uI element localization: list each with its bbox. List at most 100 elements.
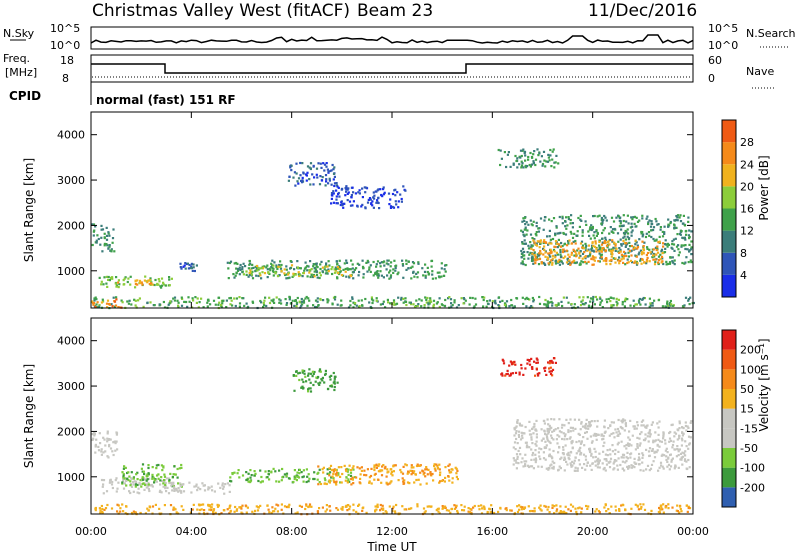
data-cell [323, 169, 326, 172]
data-cell [571, 236, 575, 239]
data-cell [634, 303, 637, 306]
data-cell [664, 442, 667, 445]
data-cell [139, 511, 142, 515]
data-cell [552, 217, 556, 220]
data-cell [591, 462, 594, 465]
data-cell [587, 244, 591, 247]
data-cell [688, 250, 691, 253]
data-cell [389, 206, 393, 209]
data-cell [538, 447, 541, 450]
data-cell [528, 429, 531, 432]
data-cell [556, 253, 559, 256]
data-cell [196, 489, 199, 492]
data-cell [574, 456, 577, 459]
data-cell [305, 503, 308, 506]
data-cell [364, 191, 367, 194]
data-cell [278, 274, 281, 277]
data-cell [618, 219, 621, 222]
data-cell [141, 470, 144, 473]
data-cell [310, 273, 313, 277]
data-cell [121, 471, 124, 474]
data-cell [624, 245, 627, 248]
data-cell [109, 249, 112, 252]
data-cell [605, 458, 608, 461]
data-cell [395, 503, 398, 507]
data-cell [427, 303, 430, 306]
data-cell [522, 302, 525, 305]
data-cell [580, 441, 583, 444]
data-cell [251, 510, 254, 513]
data-cell [529, 241, 532, 244]
data-cell [190, 265, 193, 268]
data-cell [332, 192, 335, 195]
data-cell [662, 431, 665, 434]
data-cell [214, 511, 217, 514]
data-cell [296, 180, 299, 183]
data-cell [544, 366, 547, 369]
data-cell [534, 158, 538, 161]
data-cell [617, 215, 620, 218]
data-cell [324, 373, 327, 376]
data-cell [561, 222, 564, 225]
data-cell [294, 299, 297, 302]
data-cell [621, 303, 624, 306]
data-cell [94, 305, 97, 309]
data-cell [362, 506, 365, 509]
data-cell [558, 445, 561, 449]
data-cell [601, 462, 604, 465]
data-cell [520, 249, 523, 253]
data-cell [520, 160, 523, 163]
data-cell [642, 233, 645, 236]
data-cell [552, 438, 555, 441]
data-cell [482, 505, 485, 508]
data-cell [586, 437, 589, 440]
data-cell [579, 218, 582, 221]
data-cell [375, 466, 378, 469]
data-cell [531, 252, 534, 255]
data-cell [508, 305, 511, 308]
data-cell [682, 427, 685, 430]
data-cell [393, 259, 396, 262]
data-cell [330, 385, 334, 388]
data-cell [657, 261, 660, 264]
data-cell [574, 239, 577, 243]
data-cell [518, 373, 521, 376]
data-cell [136, 471, 139, 474]
data-cell [111, 305, 114, 308]
data-cell [653, 440, 656, 443]
data-cell [257, 274, 260, 278]
data-cell [104, 450, 107, 453]
data-cell [313, 370, 316, 374]
data-cell [301, 371, 304, 374]
data-cell [664, 305, 667, 308]
data-cell [167, 492, 171, 495]
data-cell [551, 302, 554, 305]
data-cell [294, 184, 297, 187]
data-cell [186, 305, 189, 308]
data-cell [551, 460, 554, 463]
data-cell [483, 507, 486, 511]
data-cell [384, 306, 387, 309]
data-cell [535, 231, 538, 234]
data-cell [521, 242, 524, 245]
data-cell [675, 215, 678, 218]
data-cell [610, 216, 614, 219]
data-cell [370, 482, 373, 485]
data-cell [231, 472, 234, 475]
data-cell [516, 157, 519, 160]
data-cell [684, 454, 687, 457]
data-cell [360, 205, 363, 208]
data-cell [655, 451, 658, 454]
data-cell [669, 453, 672, 457]
data-cell [660, 248, 664, 251]
data-cell [535, 458, 538, 462]
data-cell [379, 503, 382, 507]
data-cell [585, 422, 588, 426]
data-cell [667, 218, 670, 221]
data-cell [92, 302, 95, 305]
data-cell [235, 509, 238, 512]
data-cell [119, 510, 122, 513]
data-cell [100, 504, 103, 508]
data-cell [675, 245, 679, 248]
